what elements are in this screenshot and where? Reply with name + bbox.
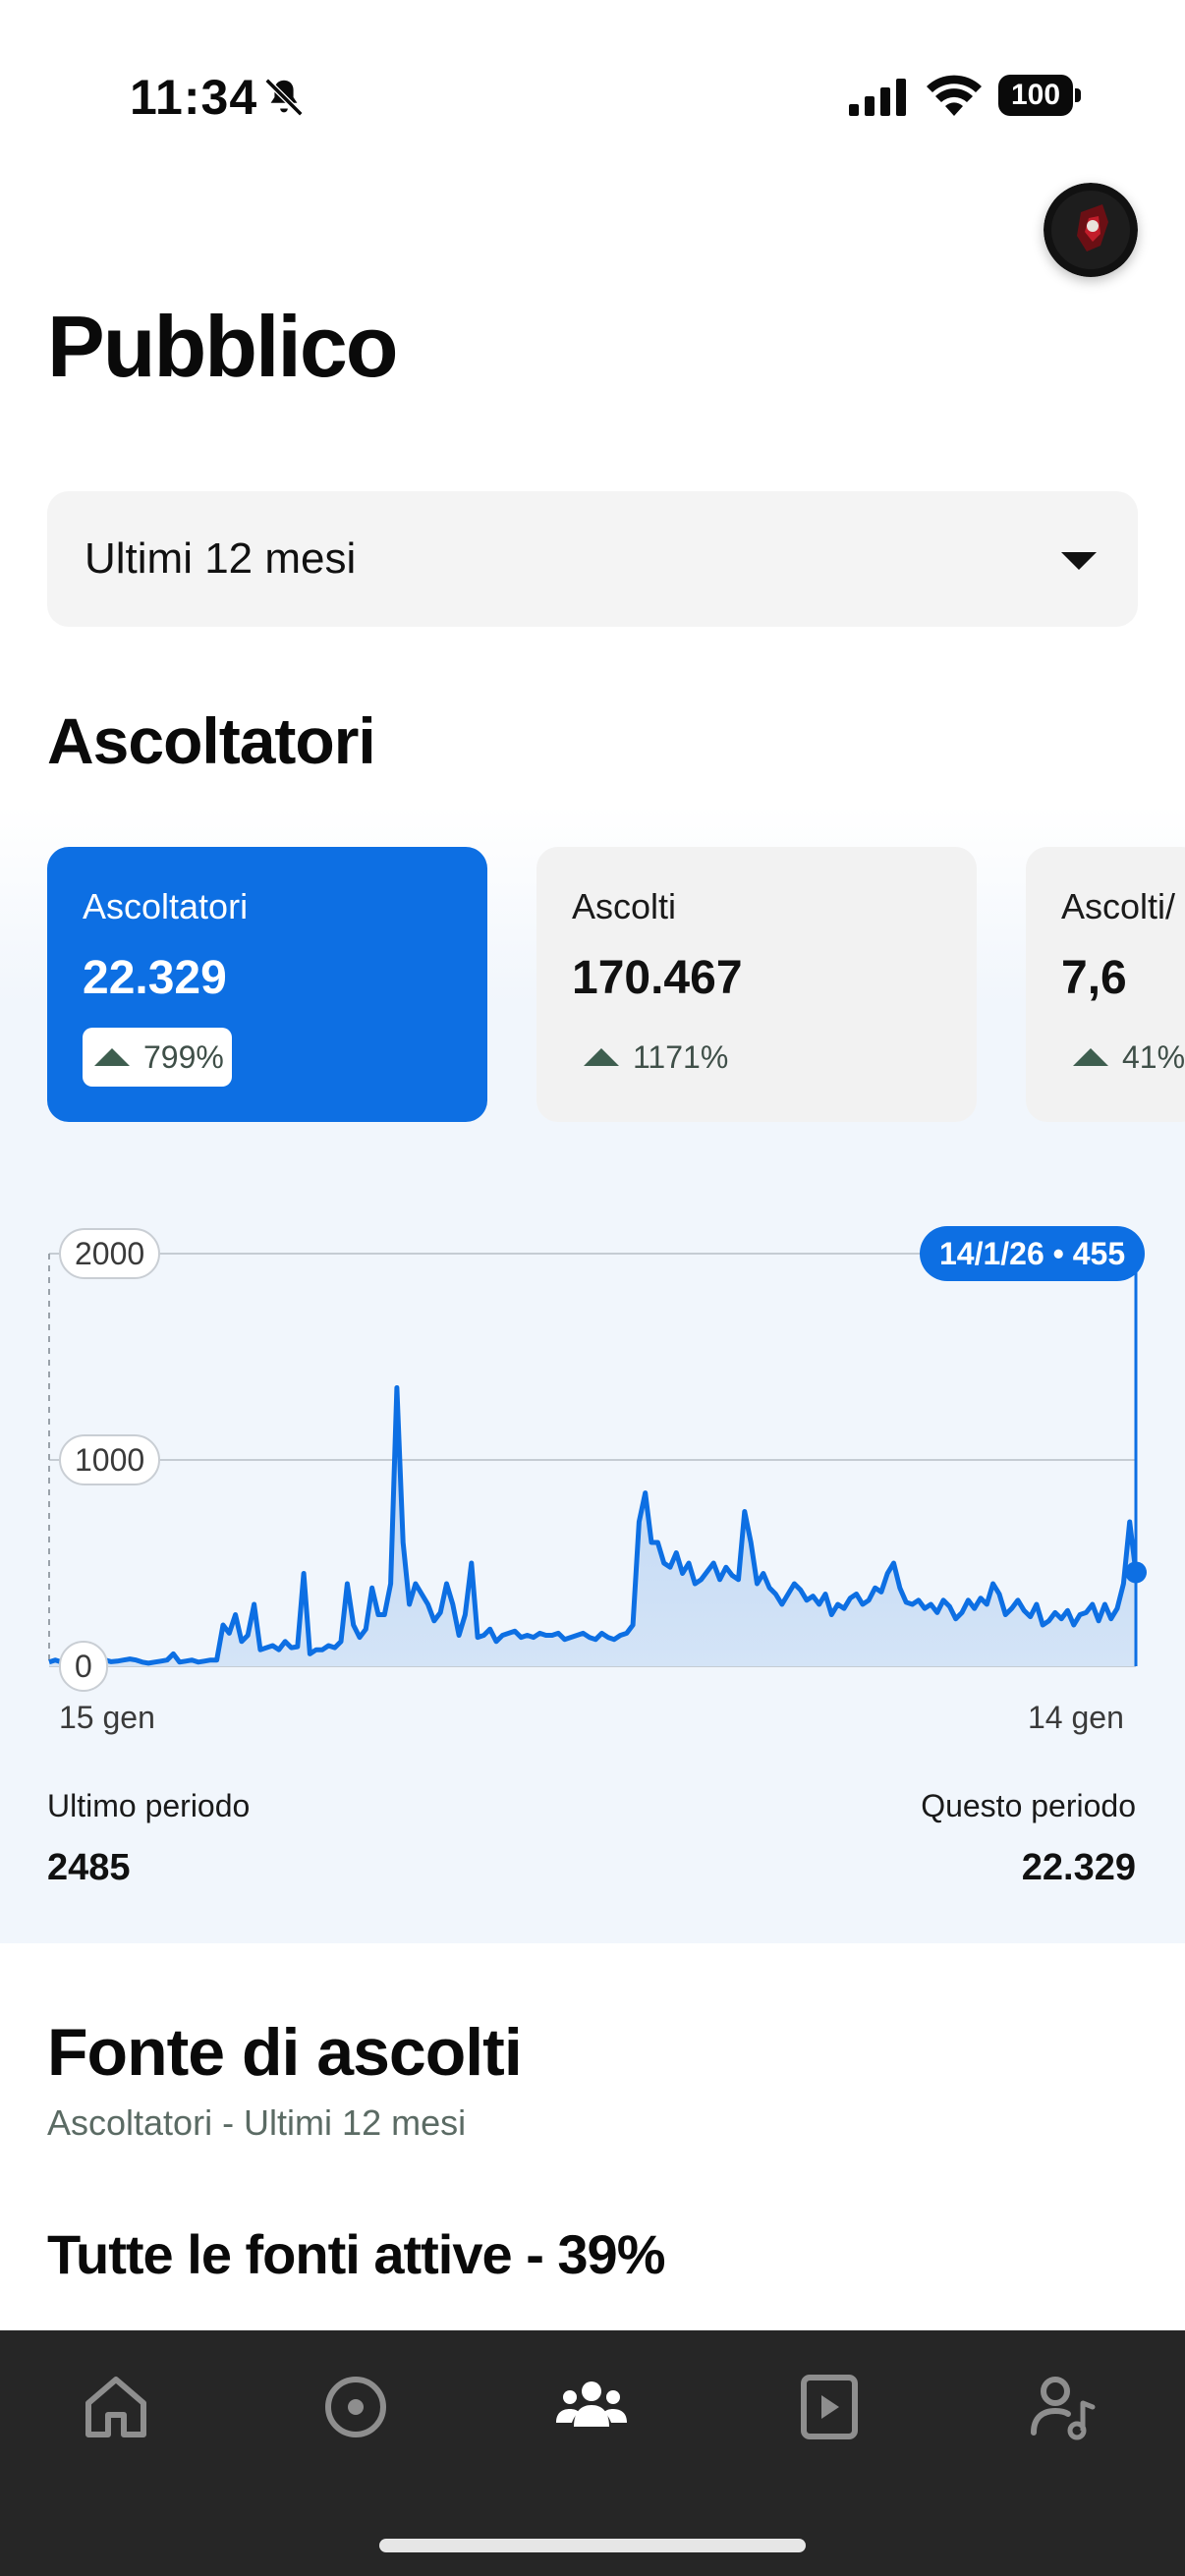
trend-up-icon bbox=[584, 1048, 619, 1066]
chart-cursor-dot bbox=[1125, 1561, 1147, 1584]
metric-change: 1171% bbox=[633, 1038, 729, 1075]
metric-card-listeners[interactable]: Ascoltatori 22.329 799% bbox=[47, 847, 487, 1122]
chart-series-line bbox=[48, 1385, 1139, 1666]
metric-label: Ascolti/ bbox=[1061, 886, 1176, 926]
metric-value: 22.329 bbox=[83, 952, 227, 1004]
chart-area-fill bbox=[49, 1387, 1136, 1666]
trend-up-icon bbox=[94, 1048, 130, 1066]
y-tick-label: 1000 bbox=[59, 1434, 161, 1485]
section-title-sources: Fonte di ascolti bbox=[47, 2015, 523, 2090]
section-title-listeners: Ascoltatori bbox=[47, 704, 376, 777]
profile-avatar[interactable] bbox=[1044, 183, 1138, 277]
battery-level: 100 bbox=[1010, 79, 1061, 111]
audience-icon[interactable] bbox=[554, 2370, 629, 2444]
trend-up-icon bbox=[1073, 1048, 1108, 1066]
metric-value: 7,6 bbox=[1061, 952, 1127, 1004]
chart-tooltip: 14/1/26 • 455 bbox=[920, 1226, 1146, 1281]
all-sources-heading: Tutte le fonti attive - 39% bbox=[47, 2223, 665, 2285]
y-tick-label: 0 bbox=[59, 1641, 108, 1692]
wifi-icon bbox=[927, 75, 982, 116]
current-period-value: 22.329 bbox=[1021, 1847, 1136, 1888]
page-title: Pubblico bbox=[47, 298, 399, 395]
bottom-tab-bar bbox=[0, 2330, 1185, 2576]
period-dropdown[interactable]: Ultimi 12 mesi bbox=[47, 491, 1138, 627]
metric-change-badge: 41% bbox=[1061, 1028, 1185, 1087]
period-dropdown-value: Ultimi 12 mesi bbox=[85, 534, 357, 583]
metric-label: Ascolti bbox=[572, 886, 677, 926]
metric-card-streams[interactable]: Ascolti 170.467 1171% bbox=[536, 847, 977, 1122]
last-period-value: 2485 bbox=[47, 1847, 131, 1888]
clock: 11:34 bbox=[130, 70, 258, 125]
metric-change: 799% bbox=[143, 1038, 224, 1075]
artist-icon[interactable] bbox=[1026, 2370, 1100, 2444]
listeners-chart[interactable] bbox=[0, 1208, 1185, 1759]
disc-icon[interactable] bbox=[318, 2370, 393, 2444]
status-bar: 11:34 100 bbox=[0, 0, 1185, 147]
metric-label: Ascoltatori bbox=[83, 886, 249, 926]
metric-card-streams-per-listener[interactable]: Ascolti/ 7,6 41% bbox=[1026, 847, 1185, 1122]
home-icon[interactable] bbox=[79, 2370, 153, 2444]
last-period-label: Ultimo periodo bbox=[47, 1788, 251, 1823]
video-icon[interactable] bbox=[792, 2370, 867, 2444]
home-indicator bbox=[379, 2539, 806, 2552]
x-end-label: 14 gen bbox=[1028, 1700, 1124, 1735]
current-period-label: Questo periodo bbox=[921, 1788, 1136, 1823]
battery-indicator: 100 bbox=[998, 75, 1081, 116]
section-subtitle-sources: Ascoltatori - Ultimi 12 mesi bbox=[47, 2102, 467, 2143]
metric-change-badge: 1171% bbox=[572, 1028, 736, 1087]
y-tick-label: 2000 bbox=[59, 1228, 161, 1279]
chevron-down-icon bbox=[1061, 552, 1097, 570]
bell-muted-icon bbox=[264, 78, 304, 117]
cellular-signal-icon bbox=[849, 79, 906, 116]
metric-value: 170.467 bbox=[572, 952, 743, 1004]
metric-change-badge: 799% bbox=[83, 1028, 232, 1087]
x-start-label: 15 gen bbox=[59, 1700, 155, 1735]
metric-change: 41% bbox=[1122, 1038, 1185, 1075]
